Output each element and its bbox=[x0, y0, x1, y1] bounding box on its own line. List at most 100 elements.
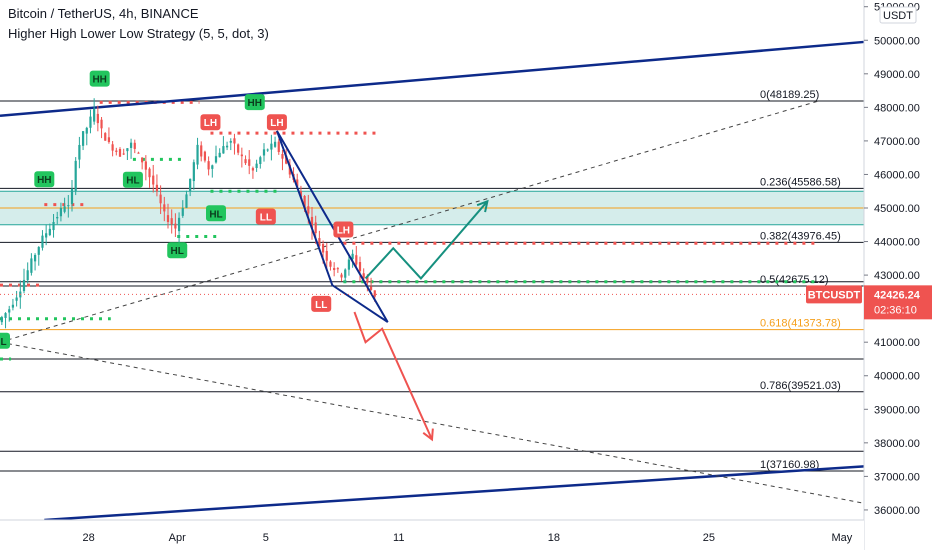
pivot-label-hh: HH bbox=[34, 171, 55, 188]
pivot-label-box bbox=[200, 114, 221, 131]
candle-body bbox=[233, 138, 236, 144]
y-tick-label: 43000.00 bbox=[874, 270, 920, 282]
pivot-label-text: LH bbox=[270, 118, 283, 129]
y-tick-label: 48000.00 bbox=[874, 102, 920, 114]
pivot-label-box bbox=[311, 295, 332, 312]
pivot-label-text: HL bbox=[171, 246, 184, 257]
candle-body bbox=[166, 215, 170, 223]
fib-label: 0.382(43976.45) bbox=[760, 230, 841, 242]
candle-body bbox=[118, 149, 122, 157]
candle-body bbox=[333, 268, 336, 271]
pivot-label-ll: LL bbox=[255, 208, 276, 225]
price-axis-background bbox=[864, 0, 932, 550]
candle-body bbox=[229, 140, 232, 143]
candle-body bbox=[358, 262, 362, 272]
candle-body bbox=[45, 233, 48, 238]
candle-body bbox=[240, 154, 243, 157]
candle-body bbox=[67, 205, 70, 207]
candle-body bbox=[141, 157, 144, 163]
candle-body bbox=[170, 218, 173, 225]
candle-body bbox=[85, 127, 88, 134]
pivot-label-box bbox=[206, 205, 226, 222]
candle-body bbox=[177, 217, 181, 232]
pivot-label-box bbox=[89, 70, 110, 87]
candle-body bbox=[277, 141, 280, 153]
candle-body bbox=[15, 297, 18, 301]
symbol-badge bbox=[806, 285, 862, 304]
time-axis-background bbox=[0, 520, 864, 550]
candle-body bbox=[33, 254, 37, 262]
arrow-head bbox=[422, 428, 434, 442]
last-price-badge bbox=[864, 285, 932, 320]
candle-body bbox=[355, 255, 358, 265]
x-tick-label: 25 bbox=[703, 532, 715, 544]
pivot-label-hl: HL bbox=[206, 205, 226, 222]
x-tick-label: 11 bbox=[393, 532, 404, 544]
candle-countdown: 02:36:10 bbox=[874, 304, 917, 316]
candle-body bbox=[11, 304, 15, 308]
pivot-label-text: LL bbox=[315, 300, 327, 311]
dashed-trend-line bbox=[0, 100, 820, 343]
candle-body bbox=[129, 142, 133, 148]
fib-label: 0(48189.25) bbox=[760, 89, 819, 101]
pivot-label-text: HL bbox=[209, 209, 222, 220]
y-tick-label: 39000.00 bbox=[874, 404, 920, 416]
pivot-label-box bbox=[266, 114, 287, 131]
candle-body bbox=[159, 194, 162, 204]
chart-title: Bitcoin / TetherUS, 4h, BINANCE bbox=[8, 6, 199, 21]
candle-body bbox=[115, 150, 118, 152]
candle-body bbox=[185, 194, 188, 208]
pivot-label-box bbox=[333, 221, 354, 238]
candle-body bbox=[74, 160, 77, 191]
pivot-label-hh: HH bbox=[89, 70, 110, 87]
fib-label: 0.618(41373.78) bbox=[760, 318, 841, 330]
candle-body bbox=[325, 250, 328, 261]
candle-body bbox=[148, 168, 151, 178]
pivot-label-text: HL bbox=[0, 337, 7, 348]
candle-body bbox=[340, 274, 343, 278]
candle-body bbox=[0, 317, 3, 323]
candle-body bbox=[362, 273, 365, 279]
pivot-label-text: LH bbox=[337, 226, 350, 237]
y-tick-label: 41000.00 bbox=[874, 337, 920, 349]
pivot-label-text: HH bbox=[92, 75, 106, 86]
candle-body bbox=[318, 238, 321, 247]
candle-body bbox=[200, 145, 203, 157]
candle-body bbox=[329, 261, 332, 267]
pivot-label-text: HL bbox=[126, 176, 139, 187]
triangle-pattern bbox=[275, 130, 389, 323]
currency-label-box[interactable] bbox=[879, 6, 917, 24]
y-tick-label: 40000.00 bbox=[874, 371, 920, 383]
pivot-label-text: LL bbox=[260, 213, 272, 224]
pivot-label-text: HH bbox=[248, 98, 262, 109]
candle-body bbox=[214, 156, 218, 163]
pivot-label-text: LH bbox=[204, 118, 217, 129]
candle-body bbox=[244, 159, 247, 164]
candle-body bbox=[303, 196, 306, 209]
candle-body bbox=[70, 188, 74, 205]
candle-body bbox=[100, 119, 103, 129]
candle-body bbox=[369, 286, 373, 290]
candle-body bbox=[96, 113, 99, 124]
candle-body bbox=[89, 116, 92, 128]
candle-body bbox=[314, 222, 317, 234]
pivot-label-hl: HL bbox=[0, 332, 10, 349]
last-price-value: 42426.24 bbox=[874, 289, 921, 301]
candle-body bbox=[122, 153, 125, 155]
candle-body bbox=[111, 144, 114, 151]
candle-body bbox=[192, 162, 195, 182]
fib-label: 0.236(45586.58) bbox=[760, 176, 841, 188]
candle-body bbox=[189, 178, 192, 192]
pivot-label-box bbox=[167, 242, 188, 259]
fib-label: 1(37160.98) bbox=[760, 459, 819, 471]
y-tick-label: 44000.00 bbox=[874, 237, 920, 249]
pivot-label-lh: LH bbox=[266, 114, 287, 131]
bullish-projection-arrow bbox=[364, 200, 489, 280]
candle-body bbox=[37, 247, 40, 255]
candle-body bbox=[78, 144, 81, 160]
candle-body bbox=[218, 152, 221, 158]
candle-body bbox=[126, 148, 129, 152]
x-tick-label: Apr bbox=[169, 532, 186, 544]
